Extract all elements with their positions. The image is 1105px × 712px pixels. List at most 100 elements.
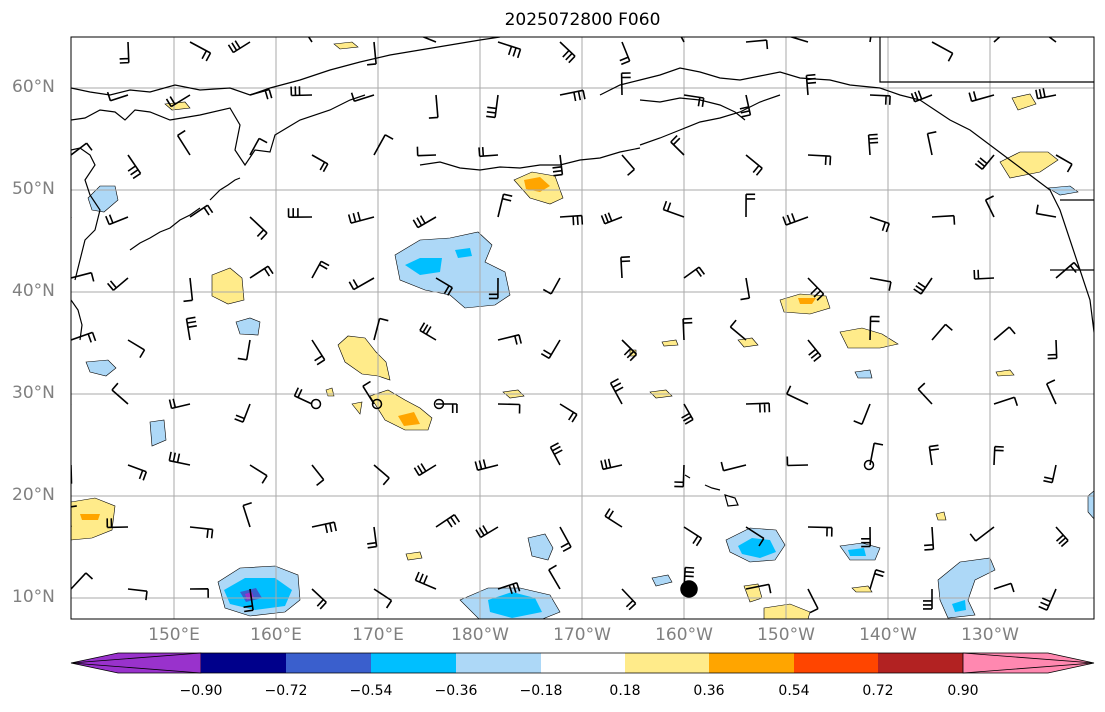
wind-barb <box>249 265 274 279</box>
positive-anomaly-area <box>661 339 679 347</box>
wind-barb <box>931 323 953 341</box>
positive-anomaly-area <box>325 387 335 397</box>
wind-barb <box>788 37 809 43</box>
wind-barb <box>807 277 825 301</box>
wind-barb <box>497 41 522 59</box>
wind-barb <box>681 403 694 425</box>
colorbar-tick-label: −0.18 <box>519 683 563 699</box>
wind-barb <box>71 142 93 156</box>
positive-anomaly-area <box>839 327 899 349</box>
wind-barb <box>249 216 268 241</box>
colorbar-segment <box>794 653 878 673</box>
wind-barb <box>373 588 393 609</box>
colorbar-segment <box>70 652 202 674</box>
wind-barb <box>127 154 142 180</box>
wind-barb <box>931 214 956 225</box>
wind-barb <box>436 403 458 413</box>
wind-barb <box>127 588 148 601</box>
negative-anomaly-area <box>854 369 873 379</box>
plot-title: 2025072800 F060 <box>504 10 661 30</box>
wind-barb <box>928 444 940 466</box>
wind-barb <box>414 571 437 590</box>
wind-barb <box>745 154 763 176</box>
calm-circle-marker <box>310 398 322 410</box>
wind-barb <box>729 319 747 341</box>
wind-barb <box>782 213 809 226</box>
positive-anomaly-area <box>333 41 359 50</box>
colorbar-tick-label: 0.90 <box>947 683 979 699</box>
colorbar-tick-label: −0.36 <box>434 683 478 699</box>
wind-barb <box>488 277 499 300</box>
colorbar-segment <box>878 653 963 673</box>
wind-barb <box>71 42 72 43</box>
lat-label-50n: 50°N <box>12 179 55 199</box>
wind-barb <box>745 39 769 50</box>
wind-barb <box>600 458 623 471</box>
lon-label-140w: 140°W <box>859 625 917 645</box>
colorbar-segment <box>371 653 456 673</box>
lon-label-150w: 150°W <box>757 625 815 645</box>
lat-label-10n: 10°N <box>12 587 55 607</box>
wind-barb <box>683 94 705 108</box>
wind-barb <box>861 526 871 548</box>
wind-barb <box>1047 339 1058 360</box>
wind-barb <box>71 331 97 343</box>
negative-anomaly-area <box>651 574 673 587</box>
wind-barb <box>931 41 954 62</box>
anomaly-fills <box>71 41 1094 619</box>
wind-barb <box>189 526 214 539</box>
wind-barb <box>786 385 809 405</box>
wind-barb <box>600 212 623 225</box>
wind-barb <box>71 572 94 590</box>
colorbar-tick-label: −0.54 <box>349 683 393 699</box>
wind-barb <box>497 334 522 345</box>
wind-barb <box>497 403 521 414</box>
wind-barb <box>559 214 584 226</box>
wind-barb <box>745 193 756 218</box>
wind-barb <box>249 137 268 156</box>
wind-barb <box>923 589 933 610</box>
wind-barb <box>373 317 389 341</box>
wind-barb <box>542 277 561 295</box>
wind-barb <box>807 526 833 537</box>
wind-barb <box>293 387 313 405</box>
wind-barb <box>869 94 891 105</box>
wind-barb <box>227 40 251 54</box>
wind-barb <box>1043 464 1057 484</box>
negative-anomaly-area <box>149 419 167 447</box>
wind-barb <box>367 41 377 66</box>
positive-anomaly-area <box>995 369 1015 377</box>
wind-barb <box>549 442 563 466</box>
wind-barb <box>621 339 638 362</box>
wind-barb <box>745 526 765 547</box>
wind-barb <box>168 398 191 410</box>
wind-barb <box>869 277 892 291</box>
wind-barb <box>867 133 879 156</box>
colorbar-segment <box>456 653 541 673</box>
wind-barb <box>1055 261 1081 279</box>
negative-anomaly-area <box>937 557 996 619</box>
wind-barb <box>559 41 576 64</box>
wind-barb <box>1048 37 1057 43</box>
wind-barb <box>350 92 375 103</box>
wind-barb <box>189 588 209 598</box>
wind-barb <box>419 322 437 341</box>
calm-circle-marker <box>863 459 875 471</box>
wind-barb <box>119 41 130 64</box>
wind-barb <box>183 277 194 303</box>
wind-barb <box>683 266 706 279</box>
wind-barb <box>924 526 935 551</box>
wind-barb <box>111 382 129 405</box>
wind-barb <box>497 582 521 595</box>
wind-barb <box>968 91 995 103</box>
positive-anomaly-area <box>763 603 811 619</box>
wind-barb <box>805 73 817 96</box>
wind-barb <box>973 269 995 280</box>
wind-barb <box>1038 588 1057 611</box>
wind-barb <box>740 277 751 301</box>
wind-barb <box>311 588 327 610</box>
colorbar-tick-label: 0.36 <box>693 683 725 699</box>
positive-anomaly-area <box>337 335 391 381</box>
wind-barb <box>683 566 695 590</box>
wind-barb <box>609 378 624 405</box>
